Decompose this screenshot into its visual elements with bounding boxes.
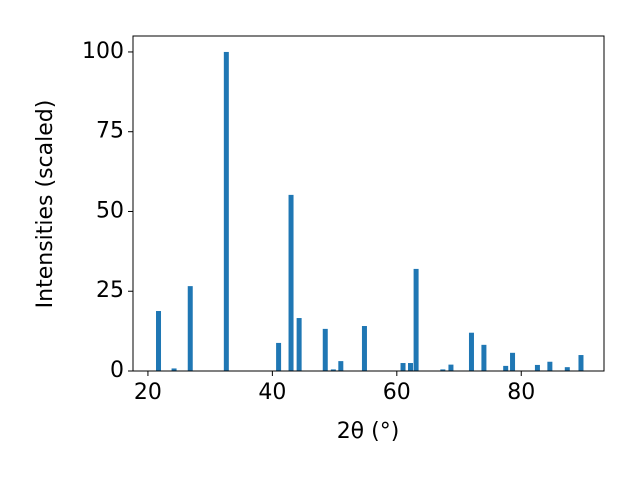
y-tick-label: 75 [96, 119, 124, 144]
bar [338, 361, 344, 371]
bar [413, 268, 419, 371]
bar [468, 332, 474, 371]
x-axis-label: 2θ (°) [337, 419, 400, 444]
y-axis-label: Intensities (scaled) [33, 100, 58, 309]
y-tick-label: 25 [96, 278, 124, 303]
bar [534, 364, 540, 371]
bar [503, 365, 509, 371]
bar [361, 326, 367, 371]
bar [330, 369, 336, 371]
bar [171, 368, 177, 371]
bar [187, 286, 193, 371]
bar [578, 355, 584, 371]
bar [448, 364, 454, 371]
x-tick-label: 20 [134, 380, 162, 405]
y-tick-label: 50 [96, 198, 124, 223]
bar [223, 51, 229, 371]
bar [322, 328, 328, 371]
bar [288, 194, 294, 371]
bar [510, 352, 516, 371]
bar [296, 318, 302, 371]
bar [407, 363, 413, 371]
plot-frame [132, 35, 605, 372]
x-tick-label: 80 [507, 380, 535, 405]
bar [547, 361, 553, 371]
x-tick-label: 40 [258, 380, 286, 405]
bar [440, 369, 446, 371]
bar [564, 367, 570, 371]
y-tick-label: 0 [110, 358, 124, 383]
bar [481, 344, 487, 371]
bar [400, 363, 406, 371]
bar [276, 342, 282, 371]
y-tick-label: 100 [82, 39, 124, 64]
bar [156, 311, 162, 371]
x-tick-label: 60 [383, 380, 411, 405]
